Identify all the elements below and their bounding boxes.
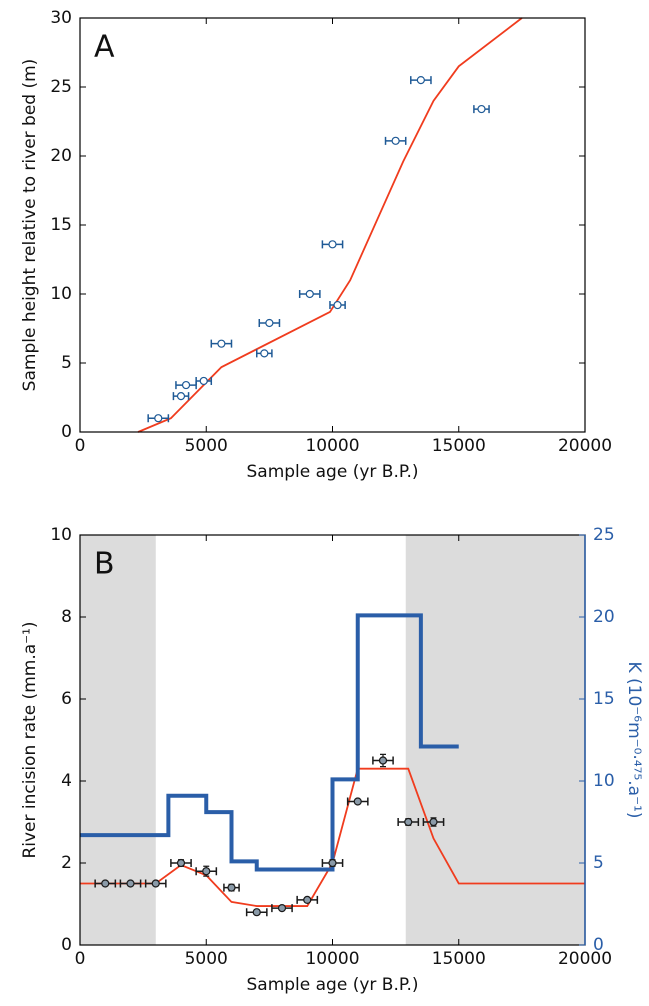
data-point	[176, 858, 186, 868]
data-point	[477, 104, 486, 114]
panel-label: B	[94, 547, 115, 582]
y-tick-label: 8	[61, 607, 72, 627]
x-tick-label: 10000	[305, 949, 359, 969]
y2-tick-label: 5	[593, 853, 604, 873]
x-tick-label: 15000	[432, 949, 486, 969]
data-point	[303, 895, 312, 905]
data-point	[154, 414, 163, 423]
data-point	[328, 240, 337, 249]
y-tick-label: 25	[50, 77, 72, 97]
plot-frame	[79, 17, 586, 433]
y2-tick-label: 25	[593, 525, 615, 545]
y-axis-label: River incision rate (mm.a⁻¹)	[20, 621, 40, 858]
data-point	[217, 339, 226, 348]
data-point	[391, 136, 400, 145]
data-line	[137, 17, 523, 433]
data-point	[277, 903, 287, 913]
x-axis-label: Sample age (yr B.P.)	[246, 975, 418, 995]
y-tick-label: 6	[61, 689, 72, 709]
data-point	[378, 756, 388, 765]
data-point	[333, 300, 342, 310]
y-tick-label: 30	[50, 8, 72, 28]
x-tick-label: 5000	[185, 436, 228, 456]
y2-axis-label: K (10⁻⁶m⁻⁰·⁴⁷⁵.a⁻¹)	[624, 661, 644, 818]
x-tick-label: 10000	[305, 436, 359, 456]
x-tick-label: 0	[75, 949, 86, 969]
data-point	[305, 289, 314, 299]
data-point	[101, 879, 110, 888]
x-tick-label: 5000	[185, 949, 228, 969]
y2-tick-label: 20	[593, 607, 615, 627]
x-tick-label: 20000	[558, 436, 612, 456]
shaded-region	[80, 535, 156, 945]
y-tick-label: 20	[50, 146, 72, 166]
data-point	[328, 858, 337, 868]
data-point	[199, 376, 208, 386]
data-point	[181, 380, 191, 390]
data-point	[404, 817, 413, 827]
data-line	[80, 613, 459, 872]
y-axis-label: Sample height relative to river bed (m)	[20, 59, 40, 392]
data-point	[353, 797, 362, 806]
data-point	[265, 318, 274, 328]
data-point	[126, 879, 135, 888]
y-tick-label: 5	[61, 353, 72, 373]
data-point	[416, 75, 425, 85]
y-tick-label: 0	[61, 422, 72, 442]
x-tick-label: 20000	[558, 949, 612, 969]
y-tick-label: 0	[61, 935, 72, 955]
y2-tick-label: 0	[593, 935, 604, 955]
data-point	[202, 867, 211, 876]
x-tick-label: 15000	[432, 436, 486, 456]
data-point	[176, 392, 186, 401]
y-tick-label: 10	[50, 525, 72, 545]
panel-label: A	[94, 30, 115, 65]
y-tick-label: 10	[50, 284, 72, 304]
data-point	[260, 349, 269, 358]
y2-tick-label: 15	[593, 689, 615, 709]
y-tick-label: 2	[61, 853, 72, 873]
y2-tick-label: 10	[593, 771, 615, 791]
x-tick-label: 0	[75, 436, 86, 456]
shaded-region	[405, 535, 585, 945]
data-point	[151, 879, 160, 888]
y-tick-label: 4	[61, 771, 72, 791]
y-tick-label: 15	[50, 215, 72, 235]
x-axis-label: Sample age (yr B.P.)	[246, 462, 418, 482]
data-point	[429, 817, 438, 827]
data-point	[252, 908, 261, 917]
data-point	[227, 883, 236, 892]
